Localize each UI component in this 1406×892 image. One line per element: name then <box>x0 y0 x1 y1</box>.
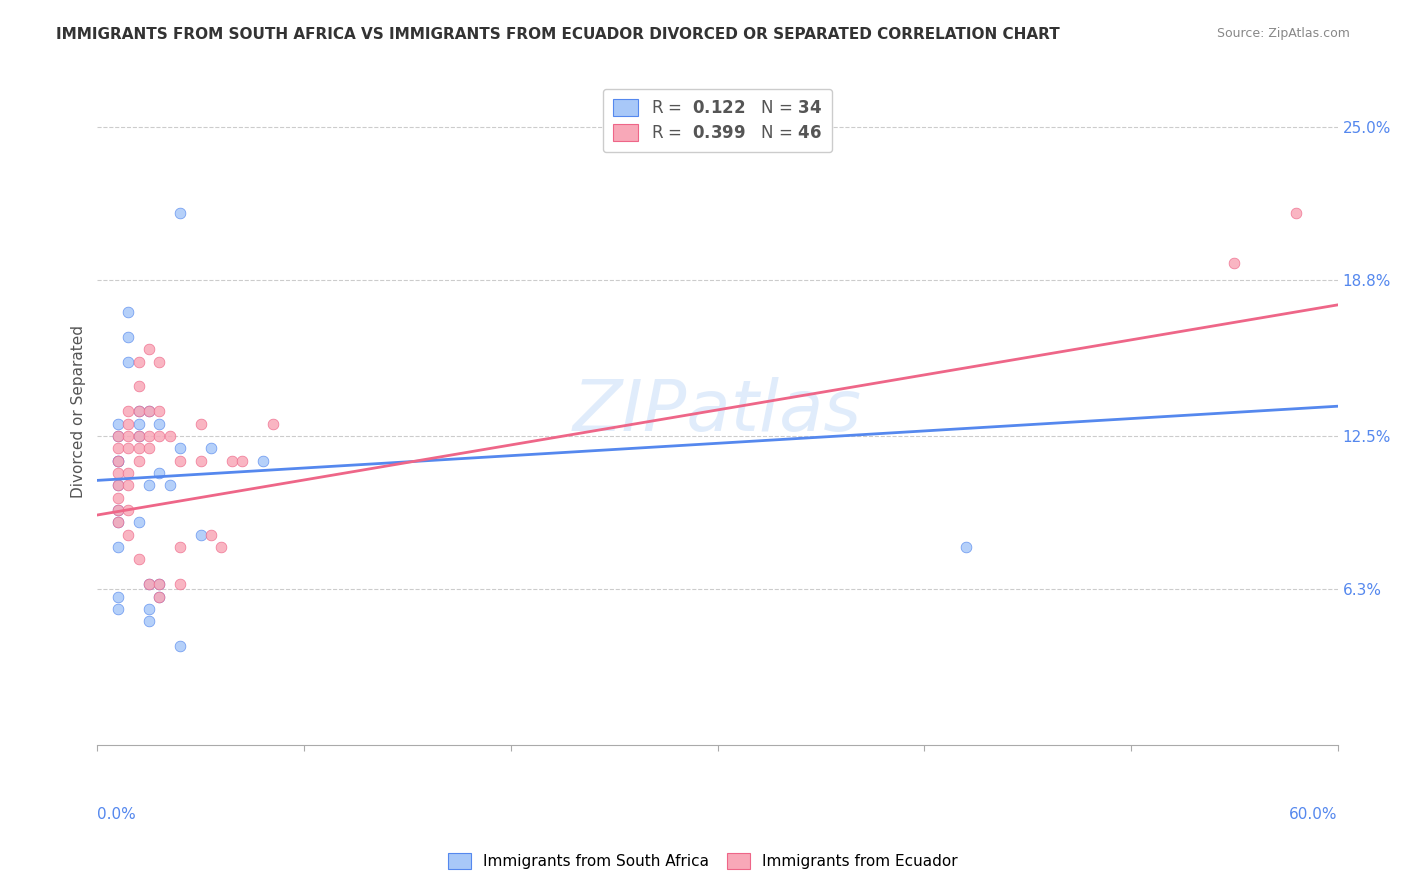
Point <box>107 453 129 467</box>
Point <box>148 417 170 431</box>
Point <box>148 577 170 591</box>
Point <box>169 577 191 591</box>
Point <box>138 343 160 357</box>
Point <box>128 429 150 443</box>
Point <box>107 602 129 616</box>
Point <box>148 355 170 369</box>
Point <box>117 503 139 517</box>
Point <box>169 540 191 554</box>
Point <box>190 417 212 431</box>
Point <box>107 503 129 517</box>
Point <box>138 577 160 591</box>
Point <box>138 442 160 456</box>
Point <box>148 590 170 604</box>
Point <box>128 355 150 369</box>
Point <box>138 577 160 591</box>
Point <box>169 442 191 456</box>
Point <box>107 466 129 480</box>
Point <box>117 305 139 319</box>
Point <box>169 453 191 467</box>
Point <box>117 478 139 492</box>
Point <box>148 429 170 443</box>
Text: Source: ZipAtlas.com: Source: ZipAtlas.com <box>1216 27 1350 40</box>
Point <box>148 404 170 418</box>
Legend: R =  $\mathbf{0.122}$   N = $\mathbf{34}$, R =  $\mathbf{0.399}$   N = $\mathbf{: R = $\mathbf{0.122}$ N = $\mathbf{34}$, … <box>603 89 832 153</box>
Point <box>128 429 150 443</box>
Point <box>138 429 160 443</box>
Point <box>117 429 139 443</box>
Point <box>148 466 170 480</box>
Point <box>138 404 160 418</box>
Point <box>148 577 170 591</box>
Y-axis label: Divorced or Separated: Divorced or Separated <box>72 325 86 498</box>
Point <box>1285 206 1308 220</box>
Point <box>107 453 129 467</box>
Point <box>128 417 150 431</box>
Text: 0.0%: 0.0% <box>97 806 136 822</box>
Point <box>128 453 150 467</box>
Point <box>231 453 253 467</box>
Point <box>159 429 181 443</box>
Point <box>955 540 977 554</box>
Point <box>117 442 139 456</box>
Point <box>107 516 129 530</box>
Point <box>209 540 232 554</box>
Point <box>128 552 150 566</box>
Point <box>200 442 222 456</box>
Point <box>128 404 150 418</box>
Point <box>107 590 129 604</box>
Point <box>117 528 139 542</box>
Point <box>107 478 129 492</box>
Point <box>117 466 139 480</box>
Point <box>262 417 284 431</box>
Point <box>200 528 222 542</box>
Point <box>117 404 139 418</box>
Point <box>107 516 129 530</box>
Point <box>107 491 129 505</box>
Point <box>107 540 129 554</box>
Point <box>138 602 160 616</box>
Point <box>107 503 129 517</box>
Text: 60.0%: 60.0% <box>1289 806 1337 822</box>
Text: IMMIGRANTS FROM SOUTH AFRICA VS IMMIGRANTS FROM ECUADOR DIVORCED OR SEPARATED CO: IMMIGRANTS FROM SOUTH AFRICA VS IMMIGRAN… <box>56 27 1060 42</box>
Legend: Immigrants from South Africa, Immigrants from Ecuador: Immigrants from South Africa, Immigrants… <box>441 847 965 875</box>
Point <box>107 429 129 443</box>
Point <box>107 453 129 467</box>
Point <box>190 453 212 467</box>
Point <box>252 453 274 467</box>
Point <box>138 615 160 629</box>
Point <box>117 355 139 369</box>
Point <box>169 639 191 653</box>
Point <box>159 478 181 492</box>
Point <box>117 330 139 344</box>
Point <box>117 417 139 431</box>
Point <box>107 417 129 431</box>
Point <box>107 429 129 443</box>
Point <box>128 379 150 393</box>
Point <box>128 516 150 530</box>
Point <box>221 453 243 467</box>
Point <box>1223 256 1246 270</box>
Point <box>138 478 160 492</box>
Point <box>148 590 170 604</box>
Point <box>107 478 129 492</box>
Point <box>138 404 160 418</box>
Point <box>107 442 129 456</box>
Text: ZIPatlas: ZIPatlas <box>574 376 862 446</box>
Point <box>128 404 150 418</box>
Point <box>169 206 191 220</box>
Point <box>128 442 150 456</box>
Point <box>190 528 212 542</box>
